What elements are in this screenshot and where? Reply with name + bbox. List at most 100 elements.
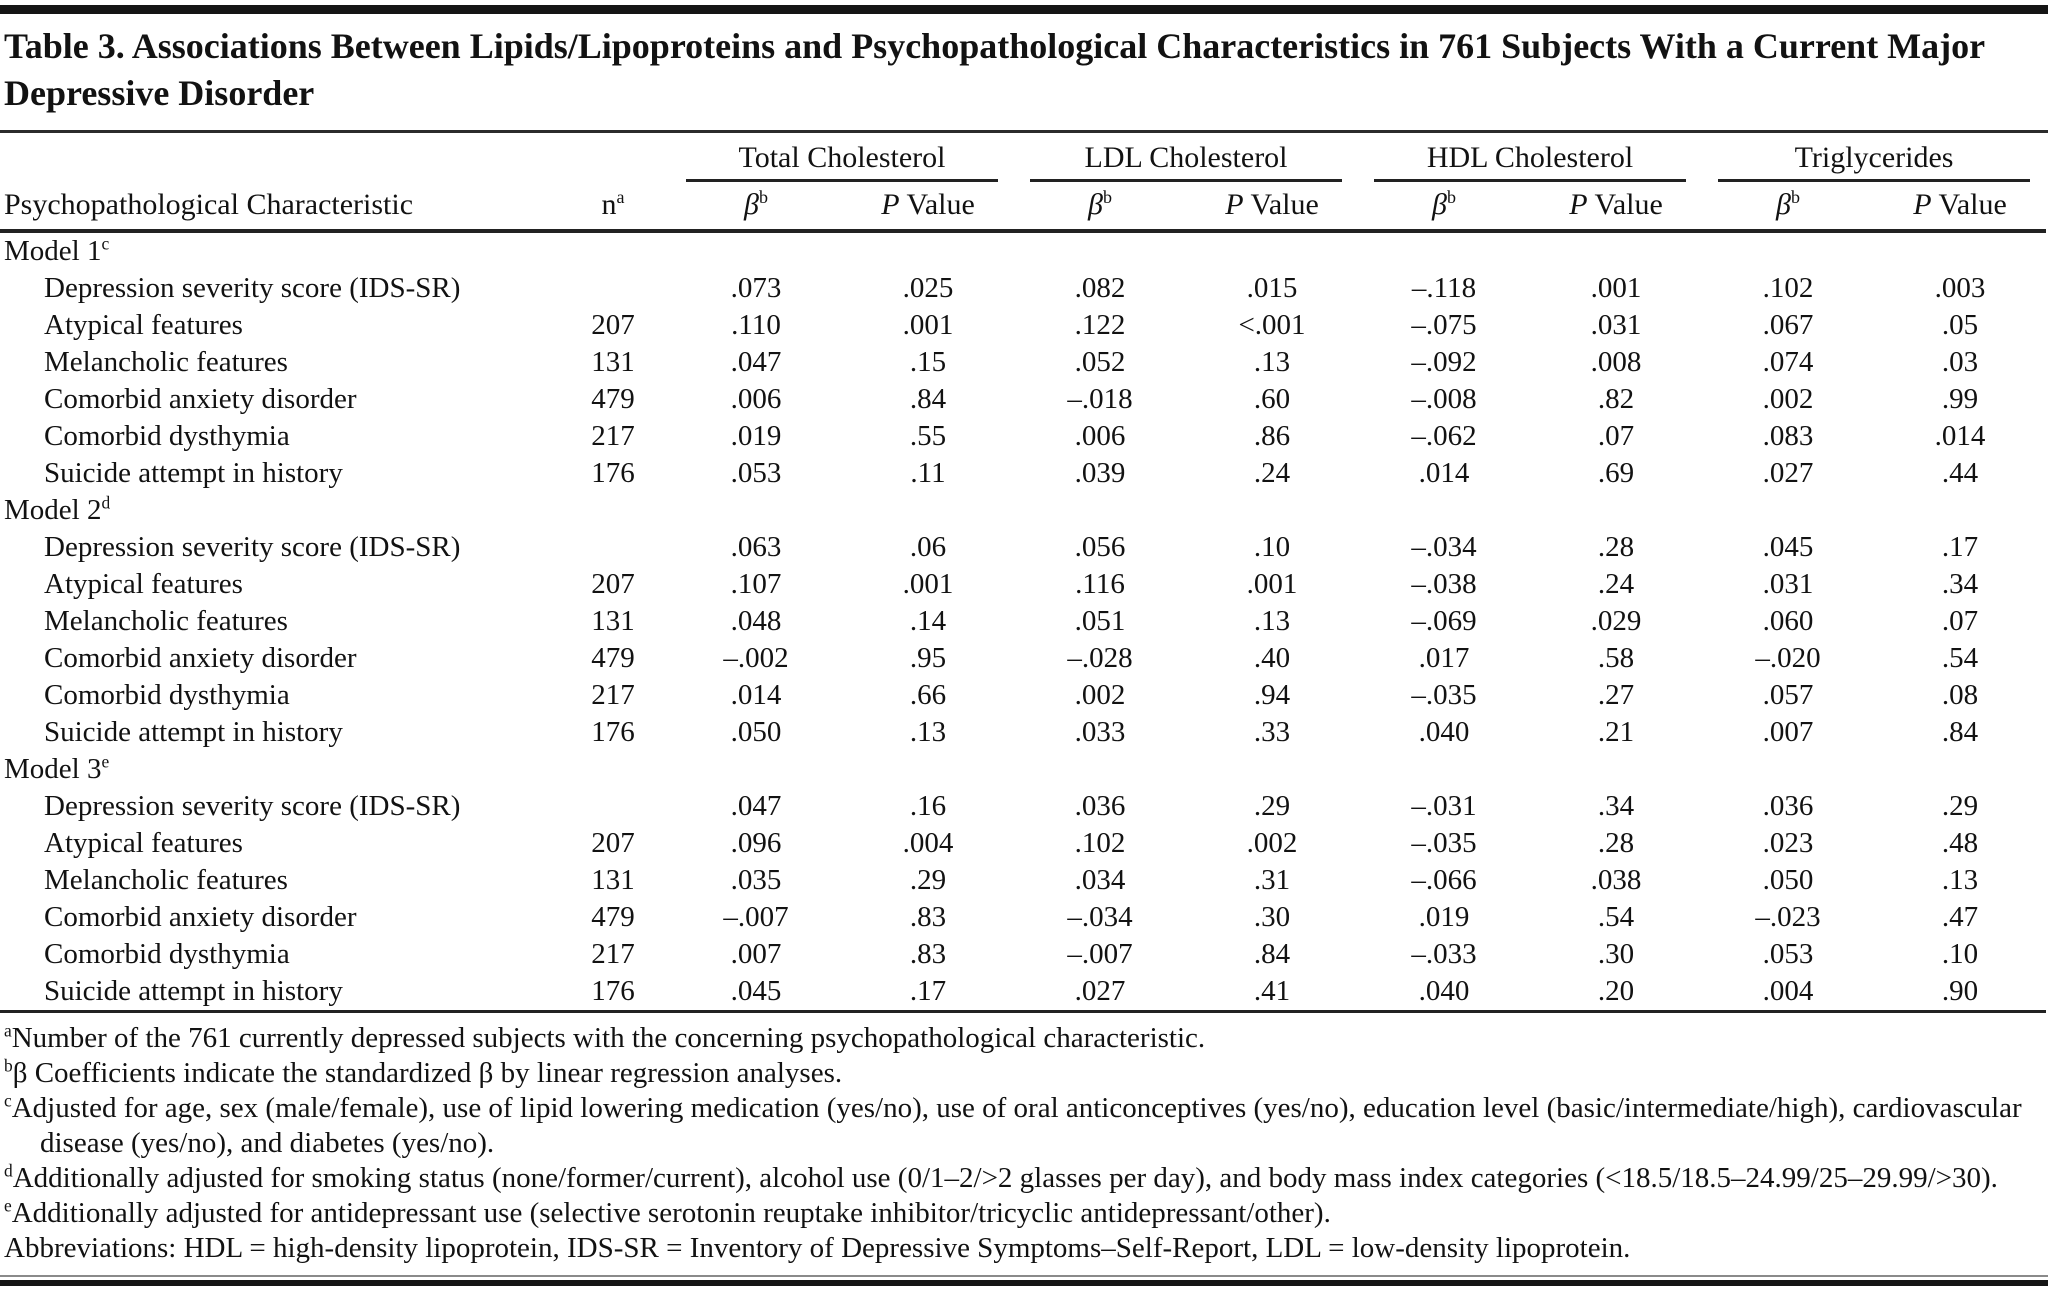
table-bottom-rule-thick (0, 1280, 2048, 1286)
p-label-rest: Value (1587, 188, 1663, 221)
value-cell: .006 (1074, 420, 1126, 452)
value-cell: .30 (1597, 938, 1635, 970)
table-row: Depression severity score (IDS-SR) .047 .1… (0, 788, 2046, 825)
value-cell: .34 (1941, 568, 1979, 600)
characteristic-cell: Atypical features (44, 309, 243, 341)
n-cell: 176 (591, 457, 635, 489)
value-cell: .033 (1074, 716, 1126, 748)
n-cell: 207 (591, 309, 635, 341)
characteristic-cell: Comorbid dysthymia (44, 679, 290, 711)
n-cell (556, 270, 670, 307)
value-cell: .66 (909, 679, 947, 711)
characteristic-cell: Atypical features (44, 568, 243, 600)
characteristic-cell: Melancholic features (44, 346, 288, 378)
column-header-beta: βb (1358, 182, 1530, 231)
value-cell: .096 (730, 827, 782, 859)
value-cell: .031 (1762, 568, 1814, 600)
value-cell: .07 (1941, 605, 1979, 637)
n-cell: 479 (591, 901, 635, 933)
column-header-pvalue: P Value (1186, 182, 1358, 231)
value-cell: .004 (1762, 975, 1814, 1007)
value-cell: .015 (1246, 272, 1298, 304)
characteristic-cell: Suicide attempt in history (44, 457, 343, 489)
value-cell: .006 (730, 383, 782, 415)
n-cell: 479 (591, 642, 635, 674)
value-cell: –.007 (1067, 938, 1133, 970)
value-cell: .027 (1762, 457, 1814, 489)
group-header-label: Triglycerides (1718, 141, 2031, 182)
model-footnote-marker: e (101, 751, 110, 772)
column-header-characteristic: Psychopathological Characteristic (4, 188, 414, 221)
beta-label: β (1088, 188, 1103, 221)
value-cell: .40 (1253, 642, 1291, 674)
value-cell: –.008 (1411, 383, 1477, 415)
value-cell: .002 (1246, 827, 1298, 859)
value-cell: .007 (730, 938, 782, 970)
value-cell: –.023 (1755, 901, 1821, 933)
value-cell: .001 (1246, 568, 1298, 600)
value-cell: .83 (909, 938, 947, 970)
footnote-marker: d (4, 1160, 13, 1181)
value-cell: .035 (730, 864, 782, 896)
value-cell: .014 (1934, 420, 1986, 452)
model-section-row: Model 1c (0, 231, 2046, 270)
value-cell: .014 (1418, 457, 1470, 489)
p-label: P (1225, 188, 1244, 221)
value-cell: .056 (1074, 531, 1126, 563)
table-row: Atypical features 207 .096 .004 .102 .002 –.03… (0, 825, 2046, 862)
value-cell: –.007 (723, 901, 789, 933)
footnote: eAdditionally adjusted for antidepressan… (4, 1195, 1331, 1229)
p-label: P (881, 188, 900, 221)
value-cell: .83 (909, 901, 947, 933)
value-cell: .051 (1074, 605, 1126, 637)
characteristic-cell: Depression severity score (IDS-SR) (44, 790, 461, 822)
value-cell: .17 (909, 975, 947, 1007)
beta-label: β (1776, 188, 1791, 221)
group-header-row: Total Cholesterol LDL Cholesterol HDL Ch… (0, 133, 2046, 182)
value-cell: .29 (1941, 790, 1979, 822)
table-row: Atypical features 207 .107 .001 .116 .001 –.03… (0, 566, 2046, 603)
value-cell: .54 (1941, 642, 1979, 674)
value-cell: <.001 (1238, 309, 1306, 341)
value-cell: .28 (1597, 531, 1635, 563)
value-cell: .84 (909, 383, 947, 415)
table-body: Model 1c Depression severity score (IDS-S… (0, 231, 2047, 1012)
characteristic-cell: Comorbid anxiety disorder (44, 642, 357, 674)
value-cell: .052 (1074, 346, 1126, 378)
value-cell: .040 (1418, 716, 1470, 748)
group-header-label: Total Cholesterol (686, 141, 998, 182)
value-cell: .99 (1941, 383, 1979, 415)
model-footnote-marker: c (101, 233, 110, 254)
p-label: P (1569, 188, 1588, 221)
value-cell: .023 (1762, 827, 1814, 859)
value-cell: .045 (730, 975, 782, 1007)
value-cell: .58 (1597, 642, 1635, 674)
value-cell: .001 (1590, 272, 1642, 304)
value-cell: .55 (909, 420, 947, 452)
model-footnote-marker: d (101, 492, 111, 513)
n-cell: 176 (591, 975, 635, 1007)
value-cell: .036 (1074, 790, 1126, 822)
footnote: dAdditionally adjusted for smoking statu… (4, 1160, 1998, 1194)
footnote: bβ Coefficients indicate the standardize… (4, 1055, 843, 1089)
value-cell: .063 (730, 531, 782, 563)
value-cell: .074 (1762, 346, 1814, 378)
value-cell: .057 (1762, 679, 1814, 711)
characteristic-cell: Depression severity score (IDS-SR) (44, 272, 461, 304)
table-row: Melancholic features 131 .035 .29 .034 .31 –.0… (0, 862, 2046, 899)
value-cell: –.092 (1411, 346, 1477, 378)
beta-footnote-marker: b (1102, 187, 1112, 207)
value-cell: .69 (1597, 457, 1635, 489)
value-cell: .047 (730, 790, 782, 822)
n-footnote-marker: a (616, 187, 625, 207)
value-cell: –.028 (1067, 642, 1133, 674)
value-cell: .122 (1074, 309, 1126, 341)
value-cell: .24 (1253, 457, 1291, 489)
column-header-pvalue: P Value (1874, 182, 2046, 231)
value-cell: .008 (1590, 346, 1642, 378)
value-cell: .073 (730, 272, 782, 304)
characteristic-cell: Suicide attempt in history (44, 975, 343, 1007)
value-cell: .21 (1597, 716, 1635, 748)
value-cell: –.018 (1067, 383, 1133, 415)
value-cell: .060 (1762, 605, 1814, 637)
